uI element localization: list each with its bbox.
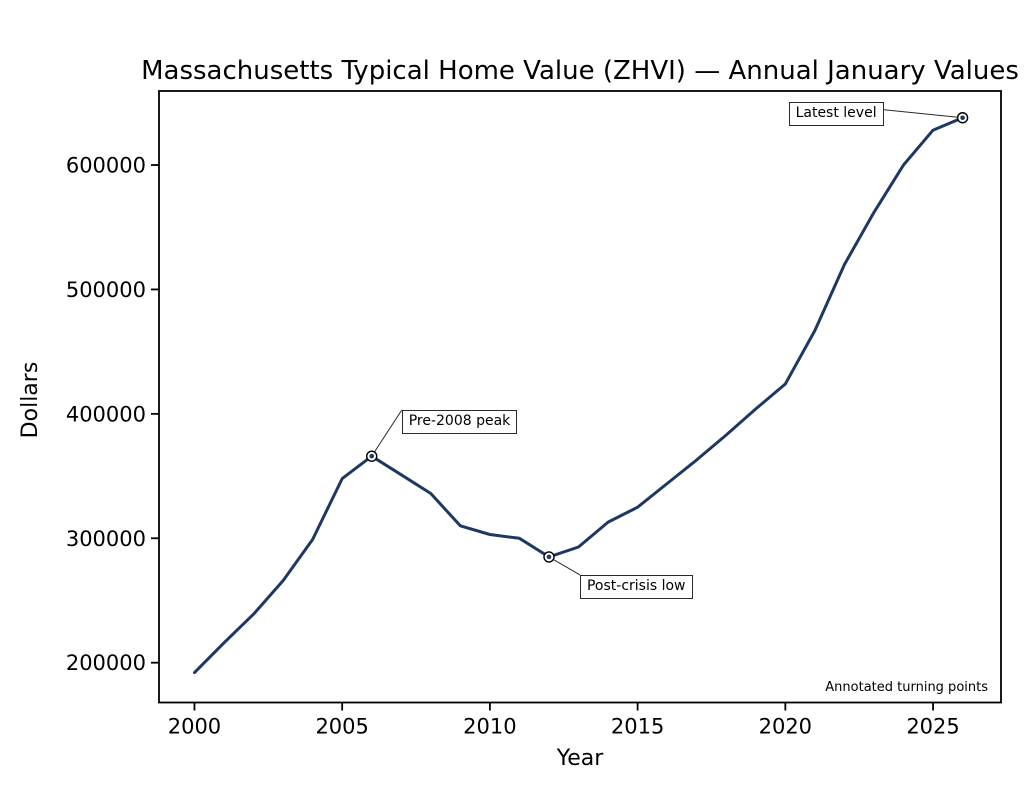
home-value-line [193,116,965,675]
annotation-latest-level: Latest level [788,101,884,126]
x-axis-label: Year [556,746,605,771]
x-tick-label: 2010 [463,715,516,739]
turning-point-marker-dot [960,115,965,121]
turning-point-marker-dot [546,554,552,560]
corner-note: Annotated turning points [825,680,988,695]
y-tick-label: 300000 [66,527,146,551]
y-tick-label: 200000 [66,651,146,675]
annotation-connector-line [548,556,581,576]
x-tick-label: 2015 [611,715,664,739]
turning-point-marker-dot [369,453,375,459]
point-markers [366,112,969,563]
annotation-connector-line [371,409,403,457]
y-axis-label: Dollars [18,362,43,439]
plot-frame [158,90,1002,704]
y-tick-label: 400000 [66,402,146,426]
annotation-post-crisis-low: Post-crisis low [579,574,693,599]
x-tick-label: 2000 [168,715,221,739]
y-tick-label: 500000 [66,278,146,302]
chart-title: Massachusetts Typical Home Value (ZHVI) … [141,56,1019,86]
annotation-connectors [371,109,963,576]
data-series [193,116,965,675]
annotation-connector-line [883,109,963,119]
y-tick-label: 600000 [66,154,146,178]
x-tick-label: 2020 [759,715,812,739]
annotation-pre-2008-peak: Pre-2008 peak [401,410,518,435]
x-tick-label: 2005 [315,715,368,739]
x-tick-label: 2025 [906,715,959,739]
axis-ticks: 2000 2005 2010 2015 2020 2025 200000 300000 4000… [66,154,960,739]
